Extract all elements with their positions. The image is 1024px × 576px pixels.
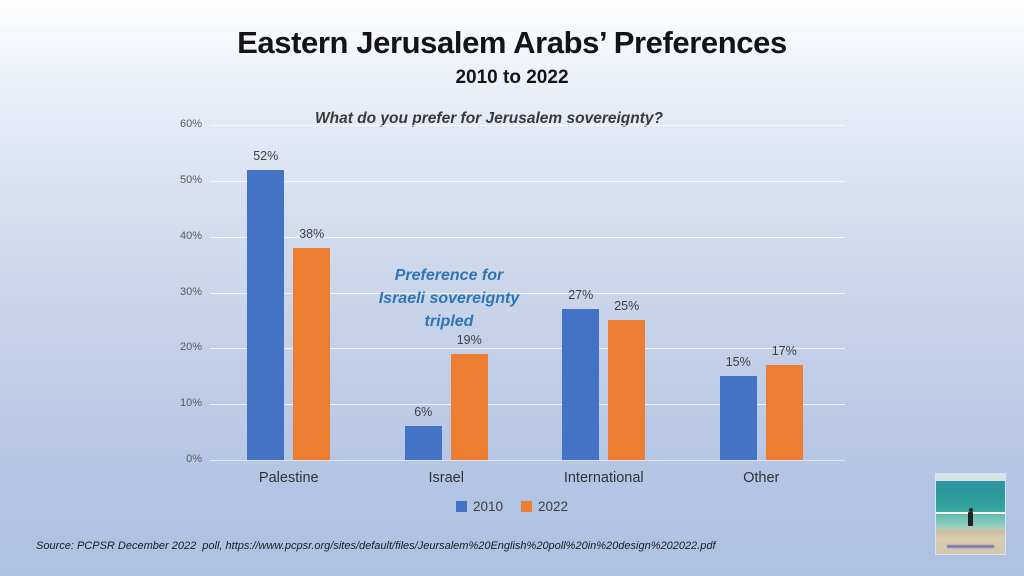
legend-label: 2022 [538, 499, 569, 514]
photo-sky [936, 474, 1005, 482]
source-citation: Source: PCPSR December 2022 poll, https:… [36, 540, 716, 552]
gridline-0% [210, 460, 845, 461]
legend-marker-2010 [455, 501, 467, 512]
gridline-20% [210, 348, 845, 350]
annotation-line: Preference for [394, 267, 504, 284]
category-label: Israel [428, 470, 464, 486]
category-label: Other [743, 470, 780, 486]
gridline-40% [210, 236, 845, 238]
bar-2022-Palestine [293, 248, 331, 460]
gridline-60% [210, 125, 845, 126]
category-label: International [563, 470, 644, 486]
chart-annotation: Preference for Israeli sovereignty tripled [339, 264, 559, 333]
y-tick-label: 0% [186, 453, 202, 465]
bar-value-label: 6% [414, 405, 433, 419]
gridline-50% [210, 180, 845, 182]
y-tick-label: 20% [179, 341, 202, 354]
gridline-30% [210, 292, 845, 294]
bar-value-label: 52% [253, 149, 279, 163]
photo-beach-sand [936, 530, 1005, 554]
category-label: Palestine [258, 470, 319, 486]
slide-title: Eastern Jerusalem Arabs’ Preferences [237, 25, 787, 60]
annotation-line: tripled [424, 313, 474, 330]
bar-2010-Other [719, 376, 757, 460]
bar-value-label: 38% [299, 227, 325, 241]
bar-value-label: 15% [725, 355, 751, 369]
bar-2010-Palestine [247, 170, 285, 460]
bar-value-label: 27% [568, 288, 594, 302]
bar-2022-International [608, 320, 646, 460]
gridline-10% [210, 404, 845, 406]
photo-person-head [968, 508, 973, 513]
slide-subtitle: 2010 to 2022 [455, 67, 569, 88]
bar-2022-Israel [450, 354, 488, 460]
legend-item-2010: 2010 [455, 499, 503, 514]
annotation-line: Israeli sovereignty [378, 290, 520, 307]
bar-value-label: 19% [456, 333, 482, 347]
bar-value-label: 25% [614, 299, 640, 313]
bar-2010-Israel [404, 426, 442, 460]
photo-watermark [947, 545, 994, 549]
photo-person-silhouette [968, 508, 974, 527]
y-tick-label: 30% [179, 285, 202, 298]
bar-2022-Other [765, 365, 803, 460]
beach-photo [936, 474, 1005, 554]
legend-item-2022: 2022 [521, 499, 568, 514]
legend-marker-2022 [521, 501, 532, 512]
chart-legend: 2010 2022 [0, 499, 1024, 514]
legend-label: 2010 [472, 499, 503, 514]
y-tick-label: 40% [179, 229, 202, 242]
bar-value-label: 17% [771, 344, 797, 358]
photo-sea [936, 481, 1005, 513]
chart-question-title: What do you prefer for Jerusalem soverei… [315, 110, 663, 127]
bar-2010-International [562, 309, 600, 460]
y-tick-label: 60% [179, 118, 202, 130]
y-tick-label: 50% [179, 173, 202, 186]
y-tick-label: 10% [179, 397, 202, 410]
